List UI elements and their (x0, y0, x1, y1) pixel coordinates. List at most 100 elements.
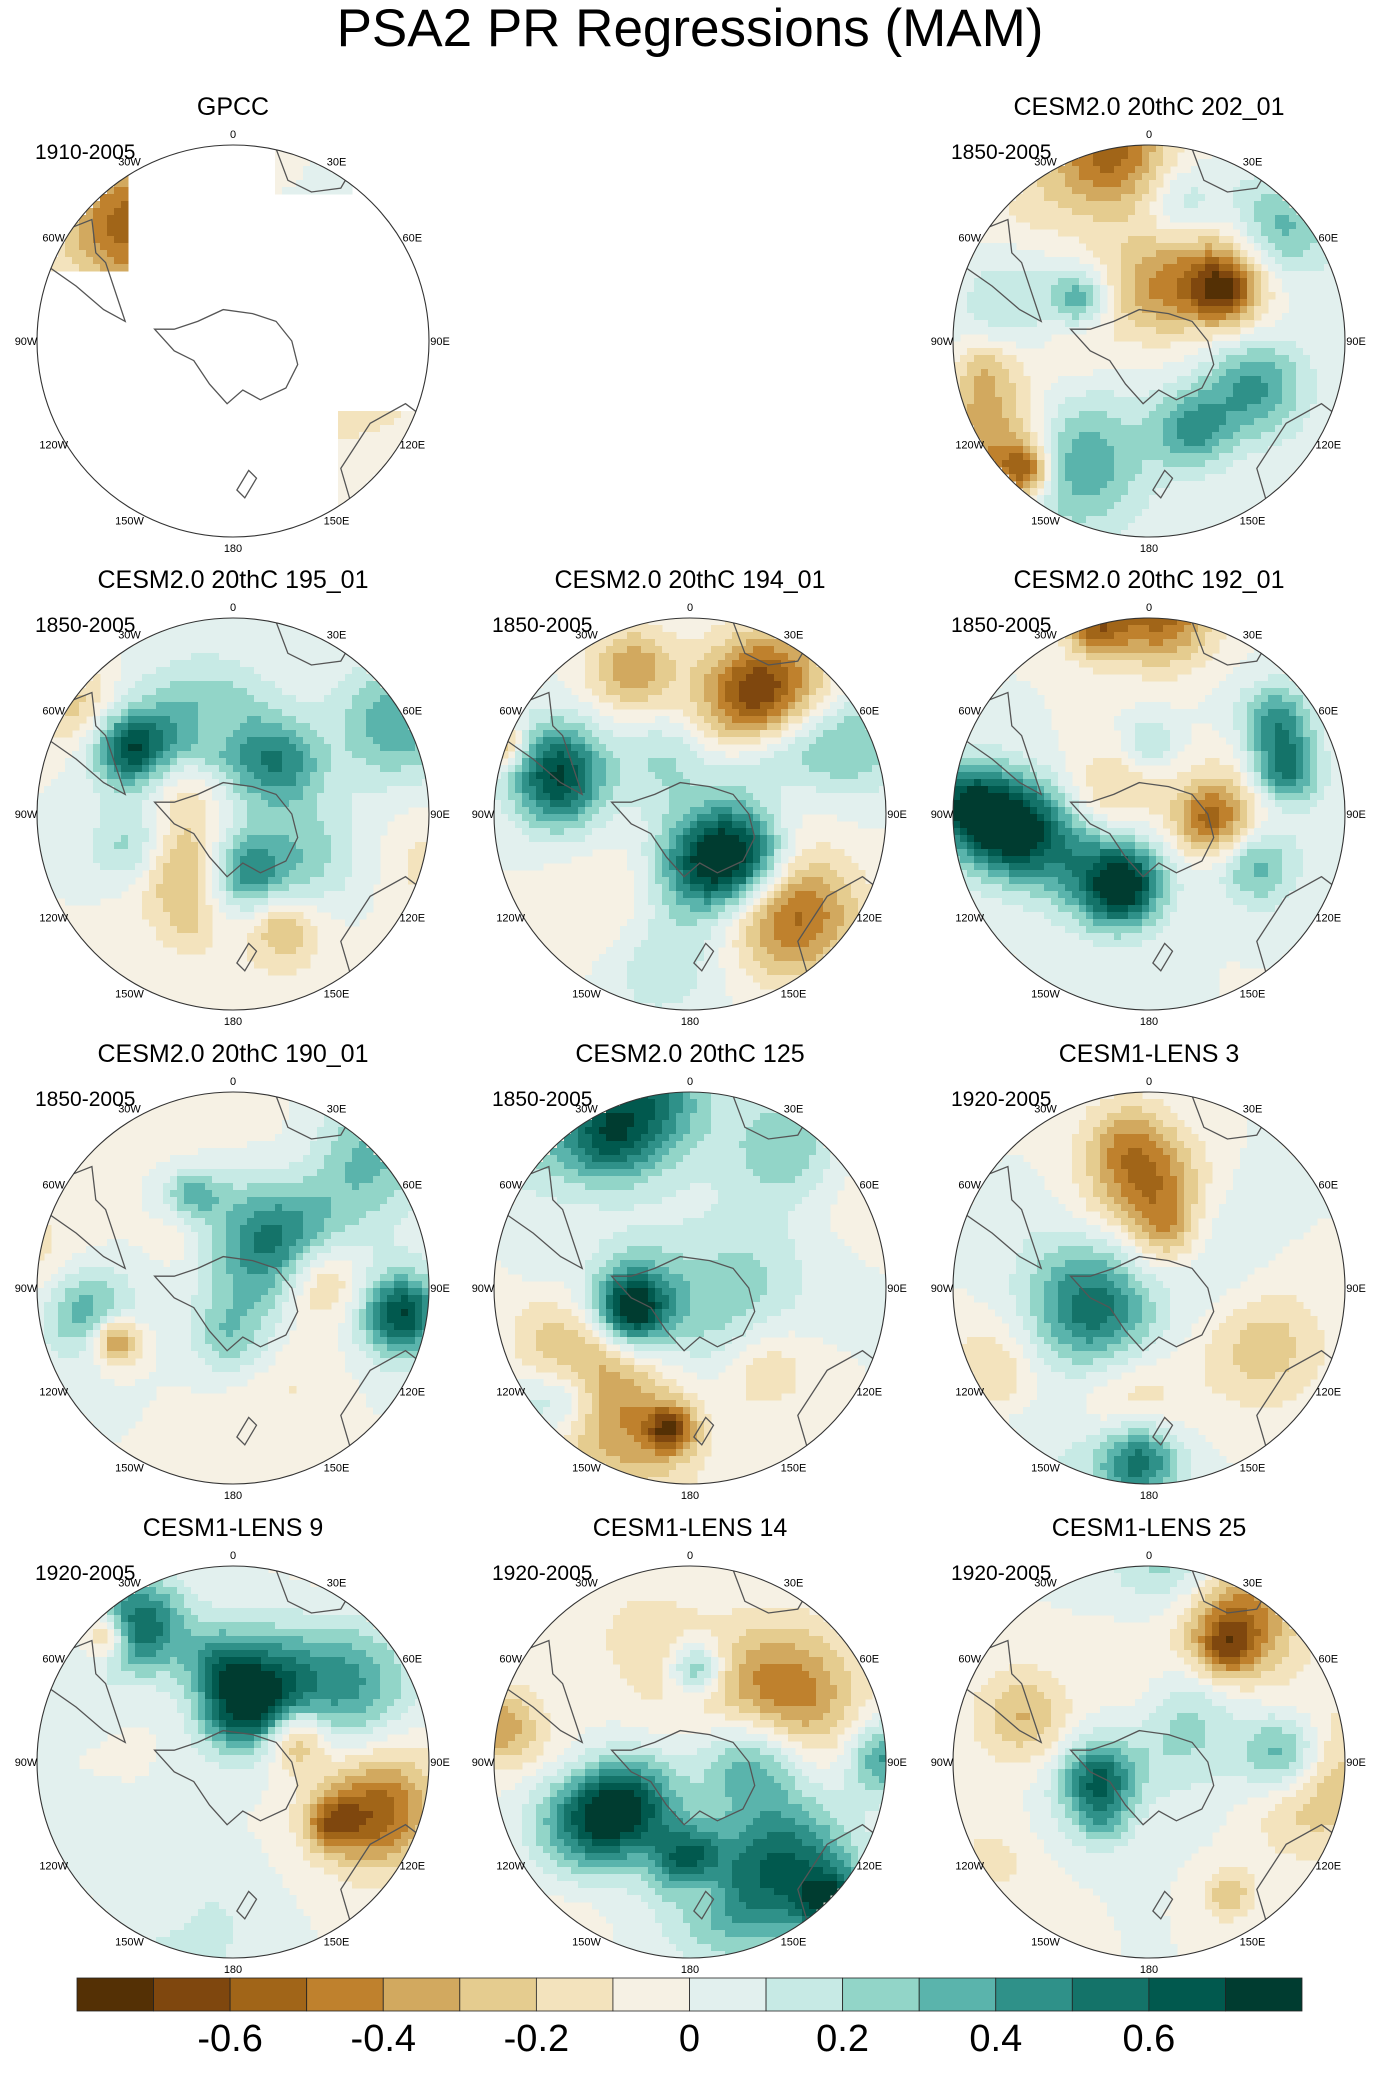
field-cell (289, 674, 297, 682)
field-cell (44, 786, 52, 794)
field-cell (261, 940, 269, 948)
field-cell (1247, 271, 1255, 279)
field-cell (1100, 229, 1108, 237)
field-cell (1128, 411, 1136, 419)
field-cell (1107, 397, 1115, 405)
field-cell (795, 688, 803, 696)
field-cell (1121, 145, 1129, 153)
field-cell (1023, 453, 1031, 461)
field-cell (1163, 327, 1171, 335)
field-cell (261, 737, 269, 745)
field-cell (1184, 201, 1192, 209)
field-cell (1254, 341, 1262, 349)
field-cell (324, 779, 332, 787)
field-cell (156, 863, 164, 871)
field-cell (995, 299, 1003, 307)
field-cell (1065, 481, 1073, 489)
field-cell (1205, 467, 1213, 475)
field-cell (177, 933, 185, 941)
field-cell (1282, 320, 1290, 328)
field-cell (1219, 264, 1227, 272)
field-cell (543, 730, 551, 738)
field-cell (1268, 488, 1276, 496)
field-cell (79, 264, 87, 272)
field-cell (107, 786, 115, 794)
field-cell (1331, 376, 1339, 384)
field-cell (1310, 320, 1318, 328)
field-cell (536, 716, 544, 724)
field-cell (324, 786, 332, 794)
field-cell (394, 765, 402, 773)
field-cell (366, 439, 374, 447)
field-cell (226, 625, 234, 633)
field-cell (1135, 187, 1143, 195)
field-cell (1037, 278, 1045, 286)
field-cell (303, 660, 311, 668)
field-cell (289, 961, 297, 969)
field-cell (1219, 488, 1227, 496)
field-cell (135, 772, 143, 780)
field-cell (247, 891, 255, 899)
field-cell (1121, 397, 1129, 405)
field-cell (282, 187, 290, 195)
field-cell (163, 905, 171, 913)
field-cell (303, 835, 311, 843)
field-cell (205, 709, 213, 717)
field-cell (198, 919, 206, 927)
field-cell (240, 891, 248, 899)
field-cell (536, 688, 544, 696)
field-cell (981, 285, 989, 293)
field-cell (366, 425, 374, 433)
field-cell (599, 688, 607, 696)
field-cell (1282, 334, 1290, 342)
field-cell (114, 702, 122, 710)
field-cell (114, 779, 122, 787)
field-cell (1247, 215, 1255, 223)
field-cell (1100, 236, 1108, 244)
field-cell (345, 695, 353, 703)
field-cell (809, 716, 817, 724)
field-cell (240, 870, 248, 878)
field-cell (1170, 453, 1178, 461)
field-cell (1310, 348, 1318, 356)
field-cell (1254, 439, 1262, 447)
field-cell (788, 695, 796, 703)
field-cell (135, 730, 143, 738)
field-cell (606, 695, 614, 703)
field-cell (198, 702, 206, 710)
field-cell (1177, 243, 1185, 251)
field-cell (1268, 474, 1276, 482)
field-cell (205, 646, 213, 654)
field-cell (1093, 236, 1101, 244)
field-cell (93, 229, 101, 237)
field-cell (1177, 173, 1185, 181)
field-cell (1212, 229, 1220, 237)
field-cell (1303, 446, 1311, 454)
field-cell (1170, 243, 1178, 251)
field-cell (1191, 180, 1199, 188)
field-cell (1254, 285, 1262, 293)
field-cell (529, 709, 537, 717)
field-cell (289, 744, 297, 752)
field-cell (163, 919, 171, 927)
field-cell (1303, 271, 1311, 279)
field-cell (1338, 320, 1345, 328)
field-cell (1240, 383, 1248, 391)
field-cell (1247, 334, 1255, 342)
field-cell (275, 849, 283, 857)
field-cell (1268, 418, 1276, 426)
field-cell (163, 653, 171, 661)
field-cell (1282, 348, 1290, 356)
field-cell (212, 667, 220, 675)
field-cell (359, 793, 367, 801)
longitude-label: 60W (958, 233, 981, 245)
longitude-label: 150E (324, 988, 350, 1000)
field-cell (995, 271, 1003, 279)
field-cell (275, 166, 283, 174)
field-cell (191, 814, 199, 822)
field-cell (93, 772, 101, 780)
field-cell (1317, 355, 1325, 363)
field-cell (1142, 292, 1150, 300)
field-cell (254, 688, 262, 696)
field-cell (79, 737, 87, 745)
